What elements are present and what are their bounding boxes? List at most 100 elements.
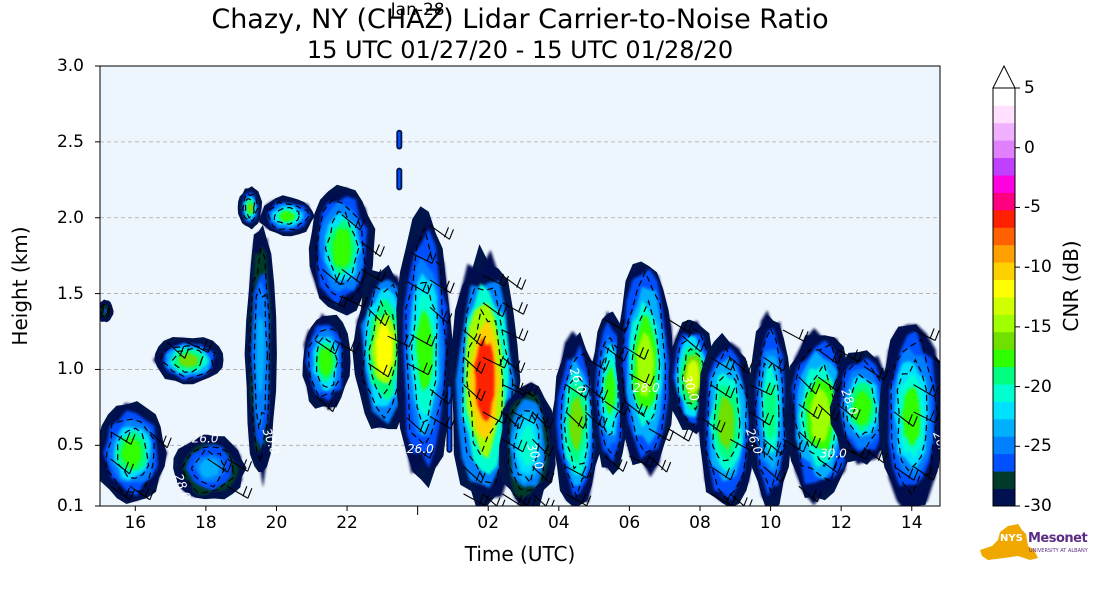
colorbar-segment	[993, 88, 1015, 106]
wind-barb	[406, 280, 433, 295]
wind-barb	[817, 458, 843, 474]
contour-label: 26.0	[407, 442, 434, 456]
wind-barb	[406, 417, 430, 435]
colorbar-segment	[993, 401, 1015, 420]
wind-barb	[604, 318, 630, 332]
wind-barb	[360, 241, 385, 257]
cloud-region	[100, 401, 168, 504]
wind-barb	[429, 279, 455, 294]
colorbar-segment	[993, 418, 1015, 437]
wind-barb	[604, 346, 629, 362]
wind-barb	[749, 411, 775, 426]
x-tick-label: 16	[124, 513, 147, 533]
wind-barb	[512, 411, 539, 424]
wind-barb	[341, 214, 365, 231]
colorbar-segment	[993, 366, 1015, 385]
cloud-region	[308, 184, 376, 316]
wind-barb	[863, 447, 888, 464]
y-tick-label: 1.5	[56, 283, 84, 304]
colorbar-segment	[993, 105, 1015, 124]
wind-barb	[226, 485, 253, 499]
colorbar-segment	[993, 436, 1015, 455]
contour-label: 28.0	[633, 381, 660, 395]
wind-barb	[502, 356, 526, 373]
y-axis-label: Height (km)	[8, 226, 32, 346]
wind-barb	[710, 493, 737, 506]
wind-barb	[701, 417, 726, 433]
cloud-region	[451, 244, 521, 506]
colorbar-segment	[993, 279, 1015, 298]
wind-barb	[149, 431, 172, 449]
colorbar-segment	[993, 227, 1015, 246]
wind-barb	[913, 410, 940, 424]
wind-barb	[893, 411, 918, 427]
colorbar-segment	[993, 140, 1015, 159]
x-tick-label: 12	[830, 513, 852, 533]
colorbar-segment	[993, 122, 1015, 141]
wind-barb	[648, 455, 672, 473]
colorbar-tick-label: -10	[1024, 257, 1052, 278]
chart-subtitle: 15 UTC 01/27/20 - 15 UTC 01/28/20	[306, 36, 734, 64]
wind-barb	[512, 384, 539, 398]
colorbar-tick-label: -5	[1024, 197, 1041, 218]
wind-barb	[321, 268, 346, 286]
cloud-region	[829, 350, 894, 465]
wind-barb	[531, 466, 555, 484]
colorbar-segment	[993, 453, 1015, 472]
colorbar-label: CNR (dB)	[1059, 240, 1083, 332]
wind-barb	[502, 302, 528, 315]
wind-barb	[710, 384, 736, 399]
y-tick-label: 1.0	[56, 359, 84, 380]
colorbar-frame	[992, 87, 1016, 507]
x-tick-label: 20	[265, 513, 288, 533]
x-tick-label: 02	[477, 513, 500, 533]
wind-barb	[166, 341, 190, 359]
colorbar-segment	[993, 157, 1015, 176]
cloud-region	[696, 332, 757, 506]
x-axis-label: Time (UTC)	[464, 542, 576, 566]
axis-ticks	[95, 65, 913, 515]
wind-barb	[341, 268, 366, 284]
wind-barb	[410, 251, 437, 264]
wind-barb	[502, 328, 529, 342]
x-tick-label: Jan-28	[390, 0, 445, 20]
wind-barb	[482, 493, 506, 506]
y-tick-label: 2.5	[56, 131, 84, 152]
colorbar-segment	[993, 262, 1015, 280]
wind-barb	[798, 376, 821, 395]
wind-barb	[798, 431, 821, 449]
chart-title: Chazy, NY (CHAZ) Lidar Carrier-to-Noise …	[211, 4, 829, 35]
wind-barb	[502, 274, 527, 291]
wind-barb	[367, 308, 390, 327]
cloud-region	[244, 224, 277, 488]
wind-barb	[749, 438, 772, 456]
colorbar-segment	[993, 297, 1015, 315]
cloud-region	[153, 337, 224, 385]
wind-barb	[913, 328, 940, 341]
wind-barb	[604, 400, 630, 416]
contour-label: 26.0	[192, 431, 219, 445]
x-tick-label: 08	[689, 513, 711, 533]
wind-barb	[863, 365, 889, 381]
cloud-region	[100, 299, 114, 323]
wind-barb	[226, 458, 253, 472]
colorbar-segment	[993, 384, 1015, 402]
wind-barb	[629, 455, 656, 468]
wind-barb	[429, 224, 454, 240]
wind-barb	[531, 411, 554, 430]
logo-name: Mesonet	[1028, 531, 1088, 546]
wind-barb	[749, 382, 776, 396]
wind-barb	[463, 356, 486, 374]
wind-barb	[648, 428, 675, 442]
wind-barb	[186, 340, 213, 353]
x-tick-label: 04	[547, 513, 570, 533]
logo-university: UNIVERSITY AT ALBANY	[1029, 548, 1088, 554]
y-tick-label: 0.5	[56, 435, 84, 456]
wind-barb	[584, 411, 608, 429]
wind-barb	[565, 465, 592, 479]
wind-barb	[410, 443, 435, 459]
contour-label: 26.0	[930, 429, 952, 459]
cloud-region	[615, 261, 674, 478]
wind-barb	[623, 400, 648, 417]
